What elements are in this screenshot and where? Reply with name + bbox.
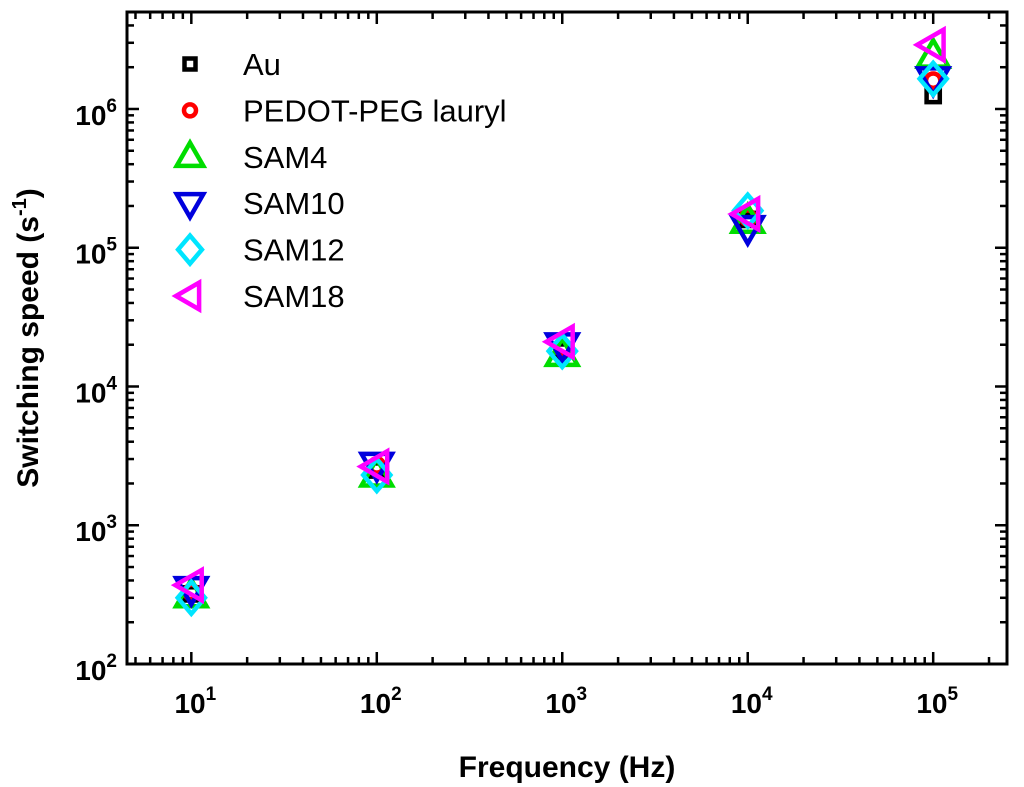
legend-marker — [175, 232, 205, 268]
y-tick-label: 106 — [75, 96, 117, 131]
x-tick-label-base: 10 — [545, 688, 576, 719]
x-tick-label-base: 10 — [731, 688, 762, 719]
data-point — [727, 194, 761, 234]
legend-label: SAM12 — [243, 233, 345, 268]
x-tick-label: 103 — [545, 684, 587, 719]
legend-marker — [172, 138, 208, 169]
series-5 — [170, 25, 946, 605]
legend-label: SAM18 — [243, 279, 345, 314]
legend-label: SAM4 — [243, 140, 327, 175]
y-tick-label-base: 10 — [75, 100, 106, 131]
legend-marker — [172, 191, 208, 222]
y-tick-label-base: 10 — [75, 377, 106, 408]
y-tick-label-exponent: 5 — [106, 235, 117, 256]
x-tick-label: 104 — [731, 684, 773, 719]
x-tick-label: 102 — [360, 684, 402, 719]
y-tick-label-exponent: 3 — [106, 512, 117, 533]
legend: Au PEDOT-PEG lauryl SAM4 SAM10 SAM12 SAM18 — [171, 47, 507, 314]
y-tick-label-base: 10 — [75, 239, 106, 270]
data-point — [170, 566, 204, 605]
legend-marker — [171, 278, 202, 314]
x-tick-label: 105 — [916, 684, 958, 719]
y-axis-title-main: Switching speed (s — [12, 216, 45, 488]
x-tick-label-exponent: 4 — [762, 684, 773, 705]
legend-marker — [181, 102, 199, 119]
y-tick-label-base: 10 — [75, 655, 106, 686]
y-tick-label: 104 — [75, 373, 117, 408]
x-tick-label-exponent: 5 — [947, 684, 958, 705]
x-tick-label-exponent: 3 — [577, 684, 588, 705]
x-tick-label-base: 10 — [174, 688, 205, 719]
x-tick-label-base: 10 — [360, 688, 391, 719]
legend-label: Au — [243, 47, 281, 82]
data-point — [914, 66, 953, 100]
data-point — [356, 447, 390, 486]
y-tick-label: 105 — [75, 235, 117, 270]
y-tick-label-exponent: 6 — [106, 96, 117, 117]
x-tick-label-exponent: 1 — [206, 684, 217, 705]
axis-ticks — [127, 10, 1007, 666]
data-point — [728, 214, 767, 248]
x-axis-title: Frequency (Hz) — [459, 751, 676, 784]
x-tick-label: 101 — [174, 684, 216, 719]
y-tick-label-exponent: 4 — [106, 373, 117, 394]
y-axis-title-superscript: -1 — [9, 198, 31, 216]
x-tick-label-base: 10 — [916, 688, 947, 719]
data-point — [541, 322, 575, 361]
y-axis-title-close: ) — [12, 188, 45, 198]
legend-label: PEDOT-PEG lauryl — [243, 93, 507, 128]
legend-label: SAM10 — [243, 186, 345, 221]
y-tick-label: 103 — [75, 512, 117, 547]
x-tick-label-exponent: 2 — [391, 684, 402, 705]
legend-marker — [182, 56, 198, 72]
y-tick-label-exponent: 2 — [106, 651, 117, 672]
plot-frame — [125, 10, 1009, 666]
y-tick-label-base: 10 — [75, 516, 106, 547]
y-axis-title: Switching speed (s-1) — [9, 188, 45, 488]
data-points — [170, 25, 953, 618]
data-point — [916, 59, 950, 99]
y-tick-label: 102 — [75, 651, 117, 686]
data-point — [912, 25, 946, 64]
